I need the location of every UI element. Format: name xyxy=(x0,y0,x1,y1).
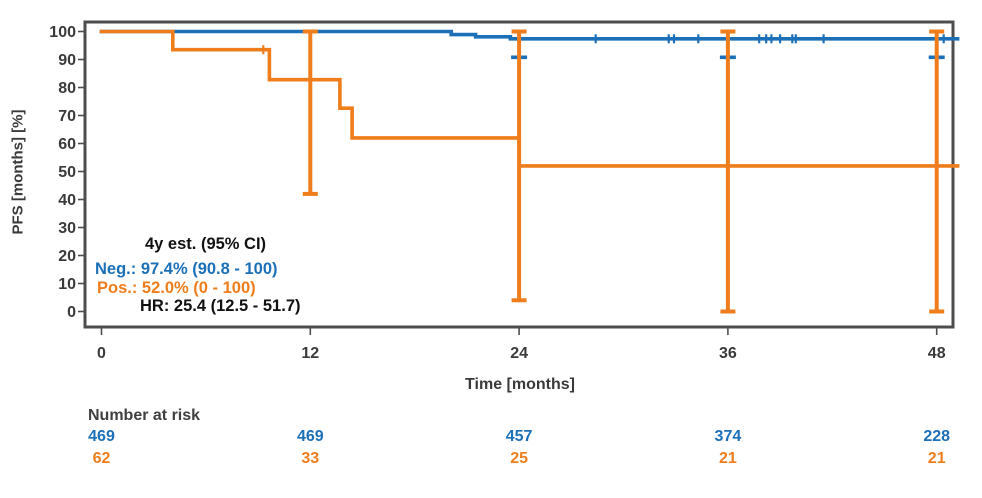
risk-count-pos-12mo: 33 xyxy=(301,450,320,467)
plot-frame xyxy=(83,20,955,329)
km-curve-neg xyxy=(99,29,960,41)
risk-count-neg-36mo: 374 xyxy=(714,428,742,445)
x-axis-title: Time [months] xyxy=(465,376,575,393)
risk-table-label: Number at risk xyxy=(88,407,201,424)
x-tick-label: 36 xyxy=(719,345,737,362)
annotation-estimate-title: 4y est. (95% CI) xyxy=(145,235,267,253)
y-tick-label: 40 xyxy=(58,192,76,209)
risk-count-neg-0mo: 469 xyxy=(88,428,115,445)
risk-count-pos-36mo: 21 xyxy=(718,450,737,467)
y-tick-label: 0 xyxy=(67,304,76,321)
annotation-neg-estimate: Neg.: 97.4% (90.8 - 100) xyxy=(95,260,278,278)
risk-count-neg-24mo: 457 xyxy=(505,428,533,445)
y-tick-label: 20 xyxy=(58,248,76,265)
km-plot-canvas: 0 10 20 30 40 50 60 70 80 90 100 0 12 24 36 48 xyxy=(49,20,960,362)
annotation-hazard-ratio: HR: 25.4 (12.5 - 51.7) xyxy=(140,297,301,315)
risk-count-pos-0mo: 62 xyxy=(92,450,111,467)
km-curve-pos xyxy=(99,29,960,168)
y-tick-label: 10 xyxy=(58,276,76,293)
y-tick-label: 50 xyxy=(58,164,76,181)
y-tick-label: 100 xyxy=(49,24,76,41)
risk-count-pos-48mo: 21 xyxy=(927,450,946,467)
y-axis-title: PFS [months] [%] xyxy=(9,109,27,235)
y-tick-label: 30 xyxy=(58,220,76,237)
y-tick-label: 90 xyxy=(58,52,76,69)
x-tick-label: 24 xyxy=(510,345,528,362)
y-tick-label: 70 xyxy=(58,108,76,125)
x-tick-label: 0 xyxy=(97,345,106,362)
y-tick-label: 60 xyxy=(58,136,76,153)
risk-count-pos-24mo: 25 xyxy=(510,450,528,467)
x-tick-label: 12 xyxy=(301,345,319,362)
annotation-pos-estimate: Pos.: 52.0% (0 - 100) xyxy=(97,279,256,297)
x-tick-label: 48 xyxy=(928,345,946,362)
risk-count-neg-48mo: 228 xyxy=(923,428,951,445)
y-tick-label: 80 xyxy=(58,80,76,97)
risk-count-neg-12mo: 469 xyxy=(296,428,324,445)
